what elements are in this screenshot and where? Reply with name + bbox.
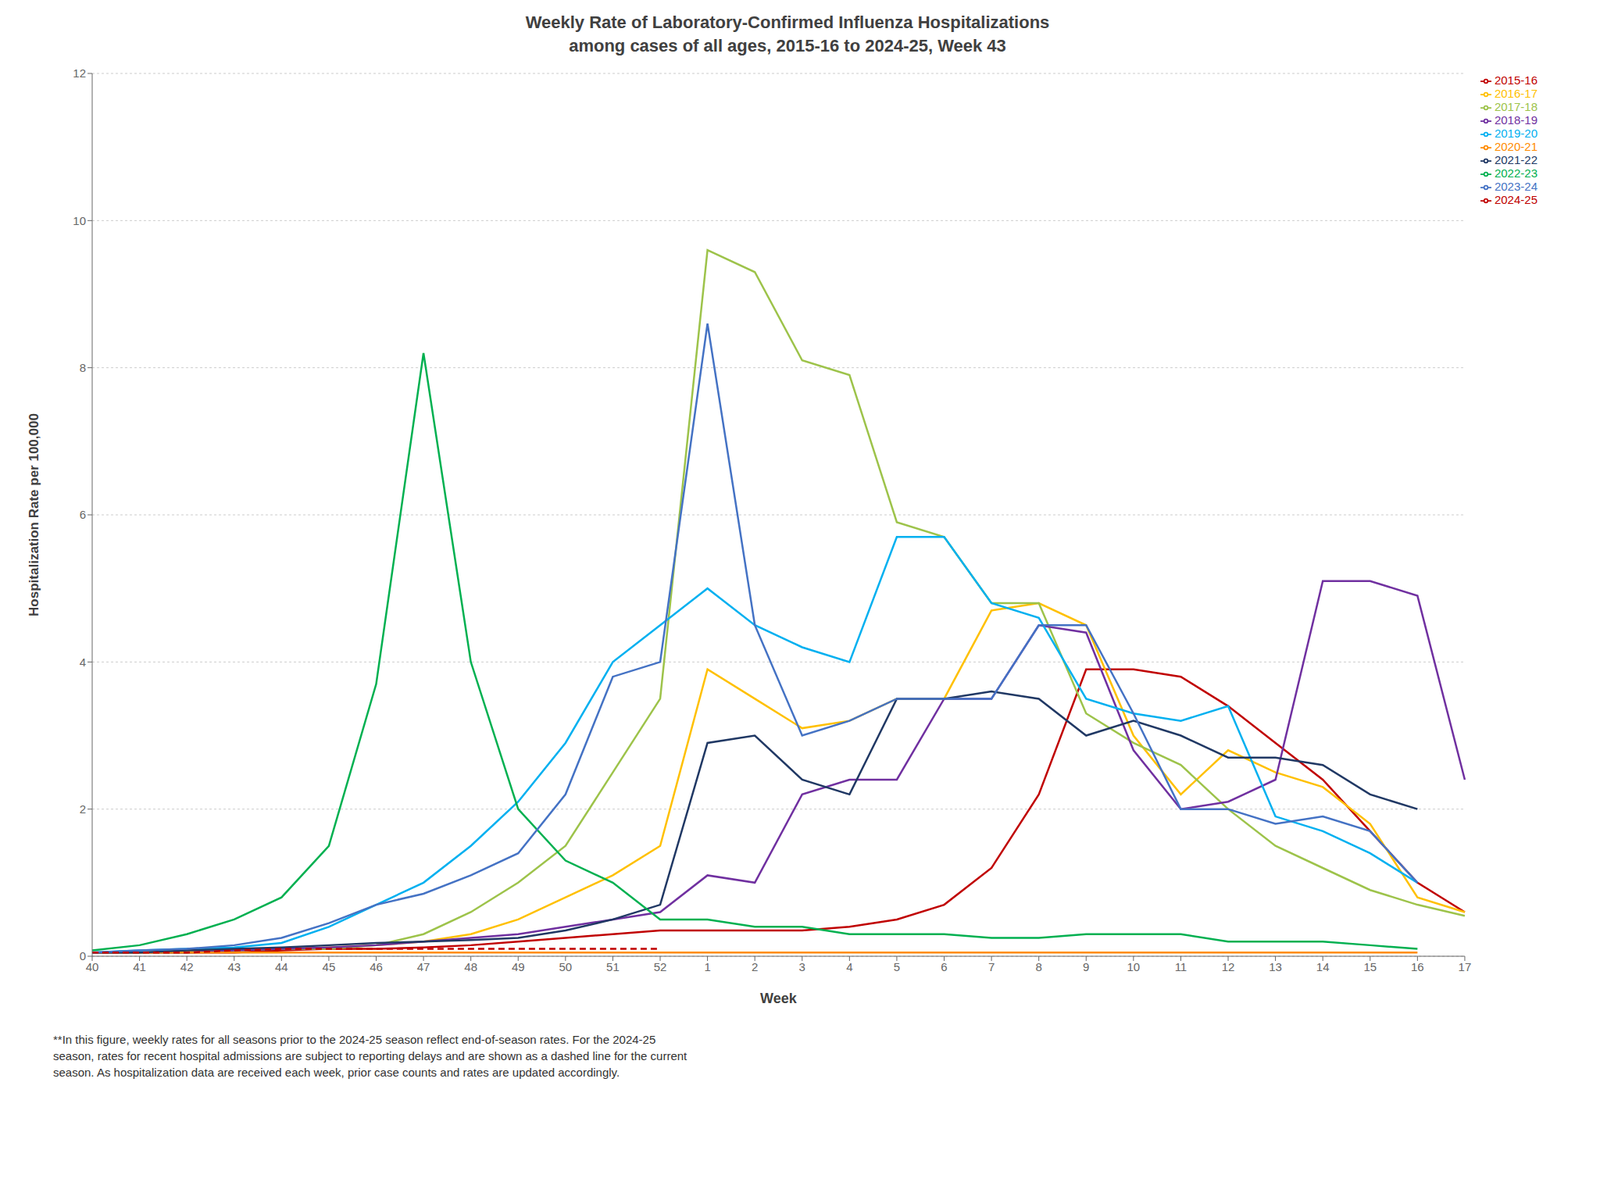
html-text:2021-22: 2021-22: [1494, 153, 1538, 167]
svg-text:10: 10: [72, 214, 86, 228]
html-text:2020-21: 2020-21: [1494, 140, 1538, 154]
html-text:**In this figure, weekly rates: **In this figure, weekly rates for all s…: [53, 1032, 687, 1079]
svg-text:Week: Week: [760, 990, 798, 1007]
svg-text:41: 41: [132, 960, 147, 974]
html-text:2023-24: 2023-24: [1494, 179, 1538, 194]
svg-text:2: 2: [751, 960, 758, 974]
svg-text:9: 9: [1082, 960, 1090, 974]
svg-text:11: 11: [1175, 960, 1188, 974]
svg-text:7: 7: [988, 960, 995, 974]
svg-text:8: 8: [1035, 960, 1043, 974]
svg-text:12: 12: [72, 66, 86, 80]
svg-text:49: 49: [511, 960, 525, 974]
svg-text:4: 4: [79, 655, 86, 669]
svg-text:8: 8: [79, 360, 86, 375]
svg-text:15: 15: [1363, 960, 1377, 974]
svg-text:2: 2: [79, 802, 86, 816]
svg-text:47: 47: [417, 960, 431, 974]
html-text:2015-16: 2015-16: [1494, 73, 1538, 87]
html-text:2018-19: 2018-19: [1494, 113, 1538, 127]
html-text:2016-17: 2016-17: [1494, 86, 1538, 100]
svg-text:48: 48: [464, 960, 478, 974]
svg-text:6: 6: [940, 960, 947, 974]
svg-text:14: 14: [1316, 960, 1330, 974]
html-text:2022-23: 2022-23: [1494, 166, 1538, 180]
svg-text:42: 42: [180, 960, 194, 974]
svg-text:40: 40: [85, 960, 100, 974]
svg-text:46: 46: [369, 960, 383, 974]
svg-text:13: 13: [1268, 960, 1283, 974]
svg-text:44: 44: [275, 960, 289, 974]
svg-text:12: 12: [1221, 960, 1236, 974]
svg-text:16: 16: [1410, 960, 1425, 974]
svg-text:51: 51: [606, 960, 620, 974]
svg-text:3: 3: [799, 960, 806, 974]
svg-text:45: 45: [322, 960, 336, 974]
html-text:2019-20: 2019-20: [1494, 126, 1538, 140]
html-text:2017-18: 2017-18: [1494, 100, 1538, 114]
svg-text:5: 5: [893, 960, 900, 974]
svg-text:1: 1: [703, 960, 711, 974]
svg-text:52: 52: [653, 960, 668, 974]
svg-text:50: 50: [558, 960, 572, 974]
svg-text:4: 4: [846, 960, 853, 974]
html-text:among cases of all ages, 2015-: among cases of all ages, 2015-16 to 2024…: [568, 35, 1007, 56]
svg-text:43: 43: [227, 960, 241, 974]
html-text:2024-25: 2024-25: [1494, 193, 1538, 207]
html-text:Weekly Rate of Laboratory-Conf: Weekly Rate of Laboratory-Confirmed Infl…: [525, 12, 1050, 33]
svg-text:10: 10: [1127, 960, 1141, 974]
svg-text:17: 17: [1458, 960, 1472, 974]
svg-text:6: 6: [79, 507, 86, 522]
svg-text:0: 0: [79, 949, 86, 963]
svg-text:Hospitalization Rate per 100,0: Hospitalization Rate per 100,000: [26, 413, 42, 617]
